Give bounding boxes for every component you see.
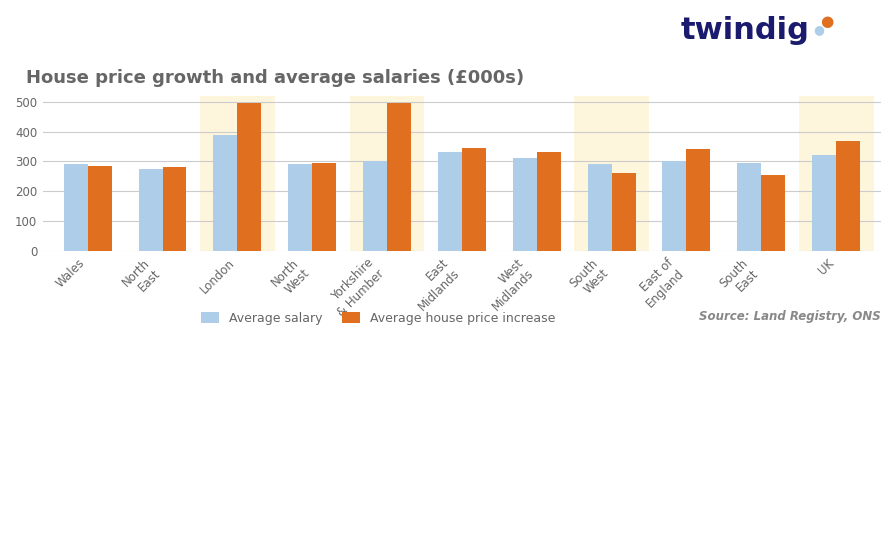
Bar [762, 175, 785, 250]
Bar [737, 163, 762, 250]
Bar [612, 173, 635, 250]
Bar [574, 96, 649, 250]
Bar [836, 141, 860, 250]
Text: Source: Land Registry, ONS: Source: Land Registry, ONS [699, 309, 881, 322]
Bar [213, 135, 237, 250]
Bar [289, 164, 312, 250]
Text: House price growth and average salaries (£000s): House price growth and average salaries … [26, 69, 524, 87]
Bar [237, 103, 262, 250]
Bar [88, 166, 112, 250]
Bar [537, 153, 561, 250]
Text: ●: ● [814, 23, 824, 36]
Bar [812, 155, 836, 250]
Bar [438, 153, 462, 250]
Bar [162, 167, 186, 250]
Bar [513, 159, 537, 250]
Bar [349, 96, 425, 250]
Legend: Average salary, Average house price increase: Average salary, Average house price incr… [201, 312, 556, 325]
Bar [64, 164, 88, 250]
Bar [588, 164, 612, 250]
Bar [387, 103, 411, 250]
Bar [200, 96, 275, 250]
Text: ●: ● [820, 14, 833, 29]
Bar [312, 163, 336, 250]
Bar [662, 161, 686, 250]
Text: twindig: twindig [681, 16, 810, 45]
Bar [462, 148, 486, 250]
Bar [139, 169, 162, 250]
Bar [798, 96, 874, 250]
Bar [363, 161, 387, 250]
Bar [686, 149, 711, 250]
